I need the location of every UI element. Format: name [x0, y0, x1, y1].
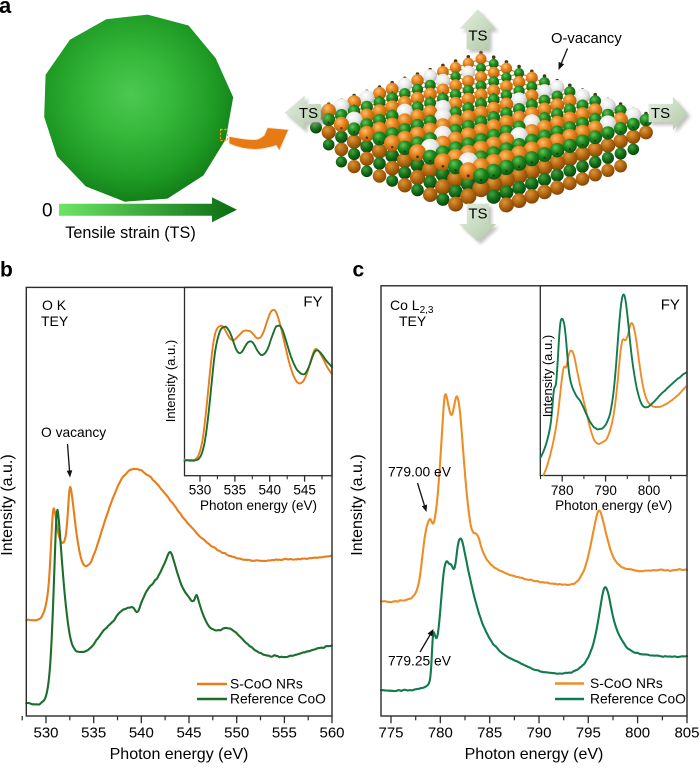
svg-text:790: 790: [526, 725, 551, 742]
svg-text:TS: TS: [468, 28, 487, 45]
svg-text:550: 550: [224, 725, 249, 742]
svg-text:560: 560: [320, 725, 345, 742]
svg-text:Intensity (a.u.): Intensity (a.u.): [349, 454, 366, 555]
svg-text:545: 545: [293, 483, 316, 498]
svg-text:c: c: [353, 259, 365, 282]
svg-text:Tensile strain (TS): Tensile strain (TS): [65, 224, 195, 242]
svg-text:Reference CoO: Reference CoO: [230, 692, 326, 707]
svg-text:800: 800: [625, 725, 650, 742]
svg-text:Reference CoO: Reference CoO: [590, 692, 686, 707]
svg-text:535: 535: [224, 483, 247, 498]
svg-text:S-CoO NRs: S-CoO NRs: [230, 677, 303, 692]
svg-text:b: b: [0, 259, 13, 282]
svg-text:545: 545: [176, 725, 201, 742]
svg-text:540: 540: [129, 725, 154, 742]
svg-text:540: 540: [258, 483, 281, 498]
svg-text:780: 780: [551, 483, 574, 498]
svg-text:795: 795: [576, 725, 601, 742]
svg-text:Photon energy (eV): Photon energy (eV): [465, 746, 604, 763]
svg-text:TS: TS: [299, 105, 318, 122]
svg-text:TEY: TEY: [399, 313, 427, 329]
svg-text:530: 530: [33, 725, 58, 742]
svg-text:780: 780: [428, 725, 453, 742]
svg-text:TS: TS: [651, 105, 670, 122]
svg-text:a: a: [0, 0, 12, 18]
svg-text:805: 805: [674, 725, 699, 742]
svg-text:Photon energy (eV): Photon energy (eV): [200, 498, 317, 513]
svg-text:O vacancy: O vacancy: [41, 425, 106, 440]
svg-text:0: 0: [42, 201, 53, 222]
svg-text:FY: FY: [661, 297, 680, 314]
svg-text:FY: FY: [303, 294, 322, 311]
svg-text:Intensity (a.u.): Intensity (a.u.): [163, 340, 178, 422]
svg-text:779.00 eV: 779.00 eV: [388, 465, 452, 480]
svg-text:Intensity (a.u.): Intensity (a.u.): [0, 454, 16, 555]
svg-text:TS: TS: [468, 206, 487, 223]
svg-text:555: 555: [272, 725, 297, 742]
svg-text:779.25 eV: 779.25 eV: [388, 654, 452, 669]
svg-text:Photon energy (eV): Photon energy (eV): [110, 746, 249, 763]
svg-text:530: 530: [189, 483, 212, 498]
svg-text:775: 775: [378, 725, 403, 742]
svg-text:S-CoO NRs: S-CoO NRs: [590, 676, 663, 691]
svg-text:785: 785: [477, 725, 502, 742]
svg-text:O K: O K: [42, 297, 67, 313]
svg-text:535: 535: [81, 725, 106, 742]
svg-text:TEY: TEY: [41, 313, 69, 329]
svg-text:790: 790: [594, 483, 617, 498]
svg-text:Intensity (a.u.): Intensity (a.u.): [540, 335, 555, 417]
svg-text:800: 800: [638, 483, 661, 498]
svg-text:O-vacancy: O-vacancy: [551, 31, 622, 47]
svg-text:Photon energy (eV): Photon energy (eV): [555, 498, 672, 513]
